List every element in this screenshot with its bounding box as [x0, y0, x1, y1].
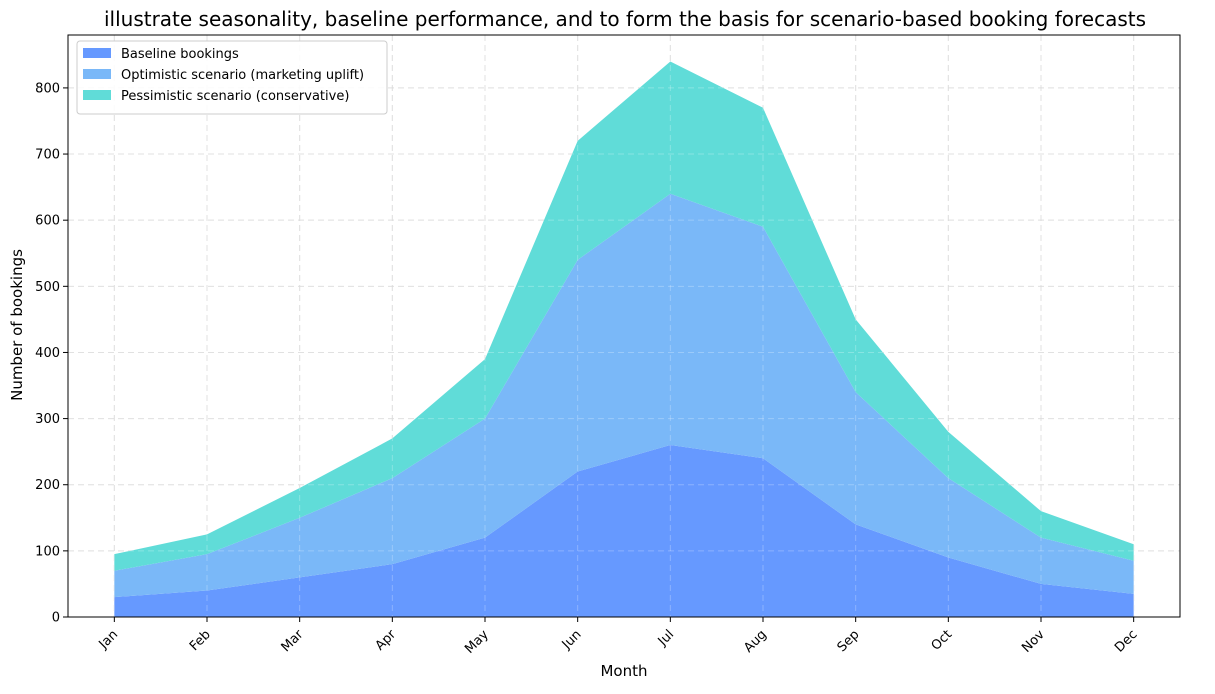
y-tick-label: 700: [35, 148, 60, 163]
grid-overlay: [68, 35, 1180, 618]
x-tick-label: Jun: [559, 627, 585, 653]
x-tick-label: Nov: [1019, 627, 1048, 656]
chart-title: illustrate seasonality, baseline perform…: [104, 7, 1146, 31]
y-tick-label: 300: [35, 412, 60, 427]
legend-swatch: [83, 48, 111, 58]
x-tick-label: Mar: [279, 627, 307, 655]
x-tick-label: Jan: [96, 627, 121, 652]
y-tick-label: 600: [35, 214, 60, 229]
x-tick-label: Aug: [741, 627, 770, 656]
x-axis-label: Month: [600, 662, 647, 680]
y-axis-label: Number of bookings: [8, 249, 26, 401]
x-tick-label: May: [462, 627, 492, 657]
legend-box: [76, 40, 388, 115]
area-series-1: [114, 445, 1134, 617]
x-tick-label: Dec: [1112, 627, 1140, 655]
plot-frame: [67, 34, 1181, 618]
y-tick-label: 800: [35, 81, 60, 96]
area-series-3: [114, 61, 1134, 571]
legend-label: Pessimistic scenario (conservative): [121, 89, 349, 104]
legend-swatch: [83, 90, 111, 100]
y-tick-label: 400: [35, 346, 60, 361]
y-tick-label: 0: [52, 611, 60, 626]
y-tick-label: 200: [35, 478, 60, 493]
x-tick-label: Feb: [187, 627, 214, 654]
y-tick-label: 100: [35, 544, 60, 559]
x-tick-label: Apr: [373, 627, 400, 654]
legend-swatch: [83, 69, 111, 79]
x-axis-ticks: Jan Feb Mar Apr May Jun Jul Aug Sep Oct Nov Dec: [96, 617, 1140, 657]
y-axis-ticks: 0 100 200 300 400 500 600 700 800: [35, 81, 68, 626]
x-tick-label: Oct: [929, 627, 956, 654]
legend: Baseline bookings Optimistic scenario (ma…: [76, 40, 388, 115]
legend-label: Optimistic scenario (marketing uplift): [121, 68, 364, 83]
legend-label: Baseline bookings: [121, 47, 239, 62]
x-tick-label: Sep: [835, 627, 863, 655]
area-series-2: [114, 193, 1134, 598]
x-tick-label: Jul: [655, 627, 677, 649]
y-tick-label: 500: [35, 280, 60, 295]
area-series: [68, 35, 1180, 618]
